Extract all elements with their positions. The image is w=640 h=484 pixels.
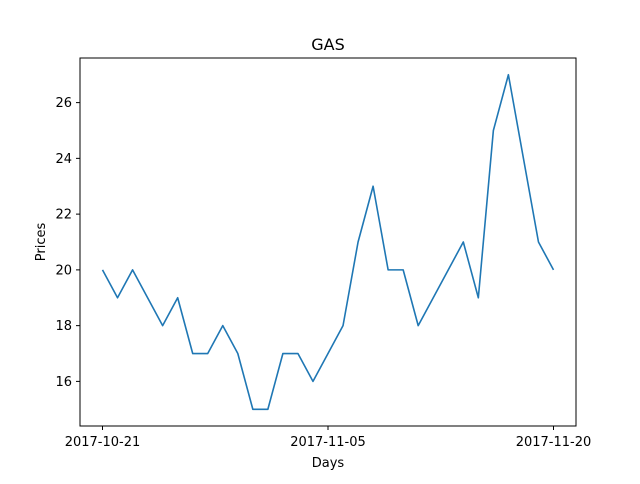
y-tick-label: 24 bbox=[55, 152, 72, 167]
x-tick-label: 2017-11-20 bbox=[516, 435, 592, 450]
x-tick-label: 2017-10-21 bbox=[65, 435, 141, 450]
y-tick-label: 26 bbox=[55, 96, 72, 111]
y-tick-label: 18 bbox=[55, 319, 72, 334]
series-layer bbox=[101, 73, 555, 411]
x-axis-ticks: 2017-10-21 2017-11-05 2017-11-20 bbox=[65, 426, 592, 450]
y-tick-label: 20 bbox=[55, 263, 72, 278]
y-axis-ticks: 16 18 20 22 24 26 bbox=[55, 96, 80, 390]
y-tick-label: 22 bbox=[55, 208, 72, 223]
y-tick-label: 16 bbox=[55, 375, 72, 390]
x-axis-label: Days bbox=[312, 456, 345, 471]
y-axis-label: Prices bbox=[34, 223, 49, 262]
x-tick-label: 2017-11-05 bbox=[290, 435, 366, 450]
series-line-0 bbox=[101, 73, 555, 411]
chart-title: GAS bbox=[311, 35, 345, 54]
